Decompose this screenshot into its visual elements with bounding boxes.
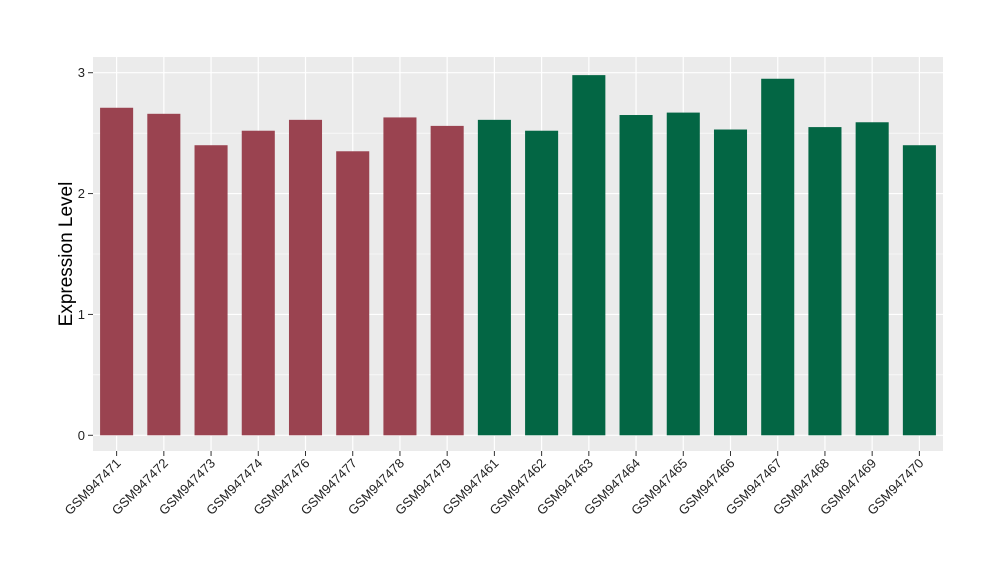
bar <box>430 125 464 436</box>
bar <box>525 130 559 436</box>
y-axis-title: Expression Level <box>56 182 77 327</box>
bar <box>902 145 936 436</box>
bar <box>241 130 275 436</box>
y-tick-label: 0 <box>78 428 85 443</box>
y-tick-label: 1 <box>78 307 85 322</box>
bar <box>194 145 228 436</box>
bar <box>808 127 842 436</box>
y-tick-label: 2 <box>78 186 85 201</box>
bar <box>100 107 134 436</box>
bars <box>100 75 936 436</box>
bar <box>383 117 417 436</box>
bar <box>761 78 795 436</box>
bar <box>666 112 700 436</box>
bar <box>477 119 511 436</box>
y-tick-label: 3 <box>78 65 85 80</box>
bar <box>572 75 606 436</box>
bar <box>288 119 323 436</box>
bar <box>336 151 370 436</box>
bar <box>855 122 889 436</box>
bar <box>147 113 181 436</box>
bar <box>619 115 653 436</box>
bar <box>713 129 748 436</box>
